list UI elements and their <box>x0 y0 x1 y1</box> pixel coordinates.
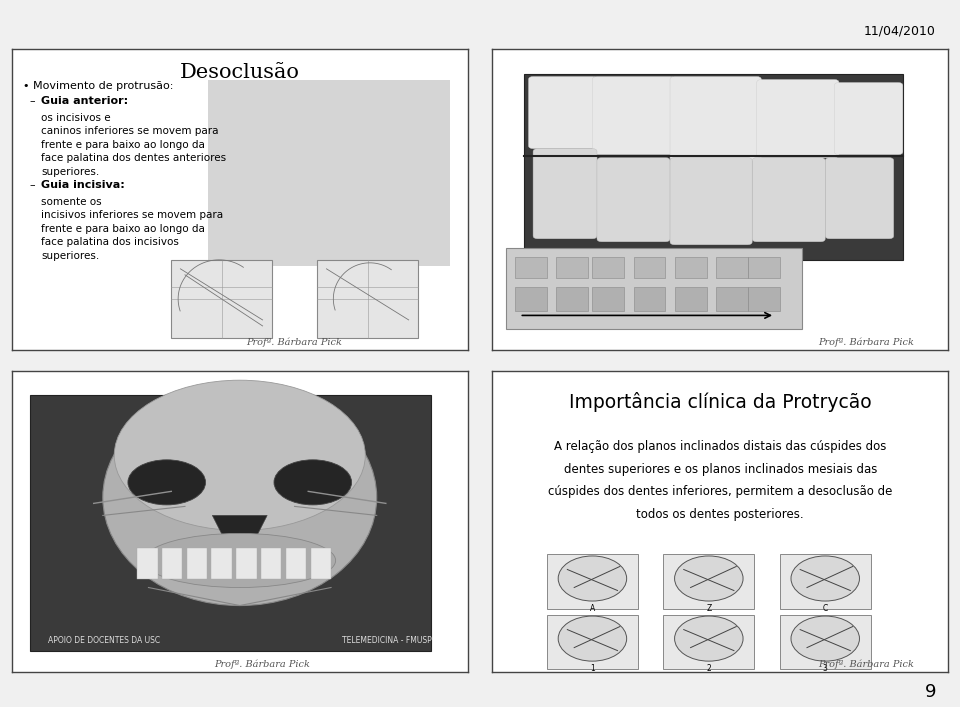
Text: cúspides dos dentes inferiores, permitem a desoclusão de: cúspides dos dentes inferiores, permitem… <box>548 486 893 498</box>
Bar <box>162 549 182 578</box>
Circle shape <box>791 616 859 661</box>
Text: Profª. Bárbara Pick: Profª. Bárbara Pick <box>818 337 914 347</box>
Polygon shape <box>634 257 665 278</box>
Text: superiores.: superiores. <box>41 167 100 177</box>
Polygon shape <box>675 257 707 278</box>
FancyBboxPatch shape <box>524 74 902 260</box>
Polygon shape <box>556 257 588 278</box>
Text: –: – <box>30 96 36 106</box>
Polygon shape <box>592 257 624 278</box>
FancyBboxPatch shape <box>318 260 418 338</box>
Text: Guia anterior:: Guia anterior: <box>41 96 129 106</box>
Text: Importância clínica da Protrусão: Importância clínica da Protrусão <box>569 392 872 412</box>
Text: C: C <box>823 604 828 613</box>
Text: superiores.: superiores. <box>41 251 100 261</box>
Polygon shape <box>556 287 588 311</box>
Text: incisivos inferiores se movem para: incisivos inferiores se movem para <box>41 210 224 221</box>
Text: face palatina dos incisivos: face palatina dos incisivos <box>41 238 180 247</box>
Polygon shape <box>748 287 780 311</box>
Polygon shape <box>715 287 748 311</box>
Text: APOIO DE DOCENTES DA USC: APOIO DE DOCENTES DA USC <box>48 636 160 645</box>
FancyBboxPatch shape <box>529 76 597 148</box>
FancyBboxPatch shape <box>207 80 449 266</box>
Circle shape <box>675 616 743 661</box>
Ellipse shape <box>144 534 336 588</box>
FancyBboxPatch shape <box>826 158 894 239</box>
FancyBboxPatch shape <box>663 554 755 609</box>
Polygon shape <box>748 257 780 278</box>
Text: frente e para baixo ao longo da: frente e para baixo ao longo da <box>41 224 205 234</box>
FancyBboxPatch shape <box>780 554 871 609</box>
Text: 11/04/2010: 11/04/2010 <box>864 25 936 37</box>
Text: 9: 9 <box>924 684 936 701</box>
FancyBboxPatch shape <box>30 395 431 650</box>
Text: dentes superiores e os planos inclinados mesiais das: dentes superiores e os planos inclinados… <box>564 463 876 476</box>
Text: frente e para baixo ao longo da: frente e para baixo ao longo da <box>41 140 205 150</box>
FancyBboxPatch shape <box>547 614 638 669</box>
FancyBboxPatch shape <box>592 76 675 155</box>
FancyBboxPatch shape <box>670 158 753 245</box>
Circle shape <box>791 556 859 601</box>
Bar <box>310 549 331 578</box>
Ellipse shape <box>274 460 351 505</box>
FancyBboxPatch shape <box>670 76 761 160</box>
Ellipse shape <box>103 390 376 605</box>
Text: somente os: somente os <box>41 197 102 206</box>
Ellipse shape <box>128 460 205 505</box>
Polygon shape <box>212 515 267 542</box>
Bar <box>236 549 256 578</box>
Text: Guia incisiva:: Guia incisiva: <box>41 180 125 190</box>
FancyBboxPatch shape <box>597 158 670 242</box>
Text: A: A <box>589 604 595 613</box>
FancyBboxPatch shape <box>834 83 902 155</box>
Circle shape <box>558 616 627 661</box>
Text: 3: 3 <box>823 664 828 673</box>
Polygon shape <box>515 287 547 311</box>
Circle shape <box>675 556 743 601</box>
Ellipse shape <box>114 380 366 530</box>
Polygon shape <box>715 257 748 278</box>
FancyBboxPatch shape <box>756 80 839 158</box>
FancyBboxPatch shape <box>780 614 871 669</box>
Polygon shape <box>515 257 547 278</box>
FancyBboxPatch shape <box>753 158 826 242</box>
Text: –: – <box>30 180 36 190</box>
Polygon shape <box>634 287 665 311</box>
Text: Profª. Bárbara Pick: Profª. Bárbara Pick <box>247 337 343 347</box>
Text: 1: 1 <box>590 664 595 673</box>
Bar <box>261 549 281 578</box>
FancyBboxPatch shape <box>533 148 597 239</box>
FancyBboxPatch shape <box>663 614 755 669</box>
Text: Z: Z <box>707 604 711 613</box>
Polygon shape <box>675 287 707 311</box>
FancyBboxPatch shape <box>506 248 803 329</box>
Bar <box>186 549 207 578</box>
FancyBboxPatch shape <box>547 554 638 609</box>
Bar <box>286 549 306 578</box>
Text: • Movimento de protrusão:: • Movimento de protrusão: <box>23 81 174 91</box>
Text: TELEMEDICINA - FMUSP: TELEMEDICINA - FMUSP <box>342 636 431 645</box>
Text: Profª. Bárbara Pick: Profª. Bárbara Pick <box>215 659 310 669</box>
Bar <box>137 549 157 578</box>
Text: face palatina dos dentes anteriores: face palatina dos dentes anteriores <box>41 153 227 163</box>
Polygon shape <box>592 287 624 311</box>
Bar <box>211 549 232 578</box>
Text: caninos inferiores se movem para: caninos inferiores se movem para <box>41 126 219 136</box>
Text: Desoclusão: Desoclusão <box>180 63 300 82</box>
Text: A relação dos planos inclinados distais das cúspides dos: A relação dos planos inclinados distais … <box>554 440 886 453</box>
Text: Profª. Bárbara Pick: Profª. Bárbara Pick <box>818 659 914 669</box>
Text: 2: 2 <box>707 664 711 673</box>
Circle shape <box>558 556 627 601</box>
Text: todos os dentes posteriores.: todos os dentes posteriores. <box>636 508 804 521</box>
Text: os incisivos e: os incisivos e <box>41 112 110 122</box>
FancyBboxPatch shape <box>171 260 272 338</box>
